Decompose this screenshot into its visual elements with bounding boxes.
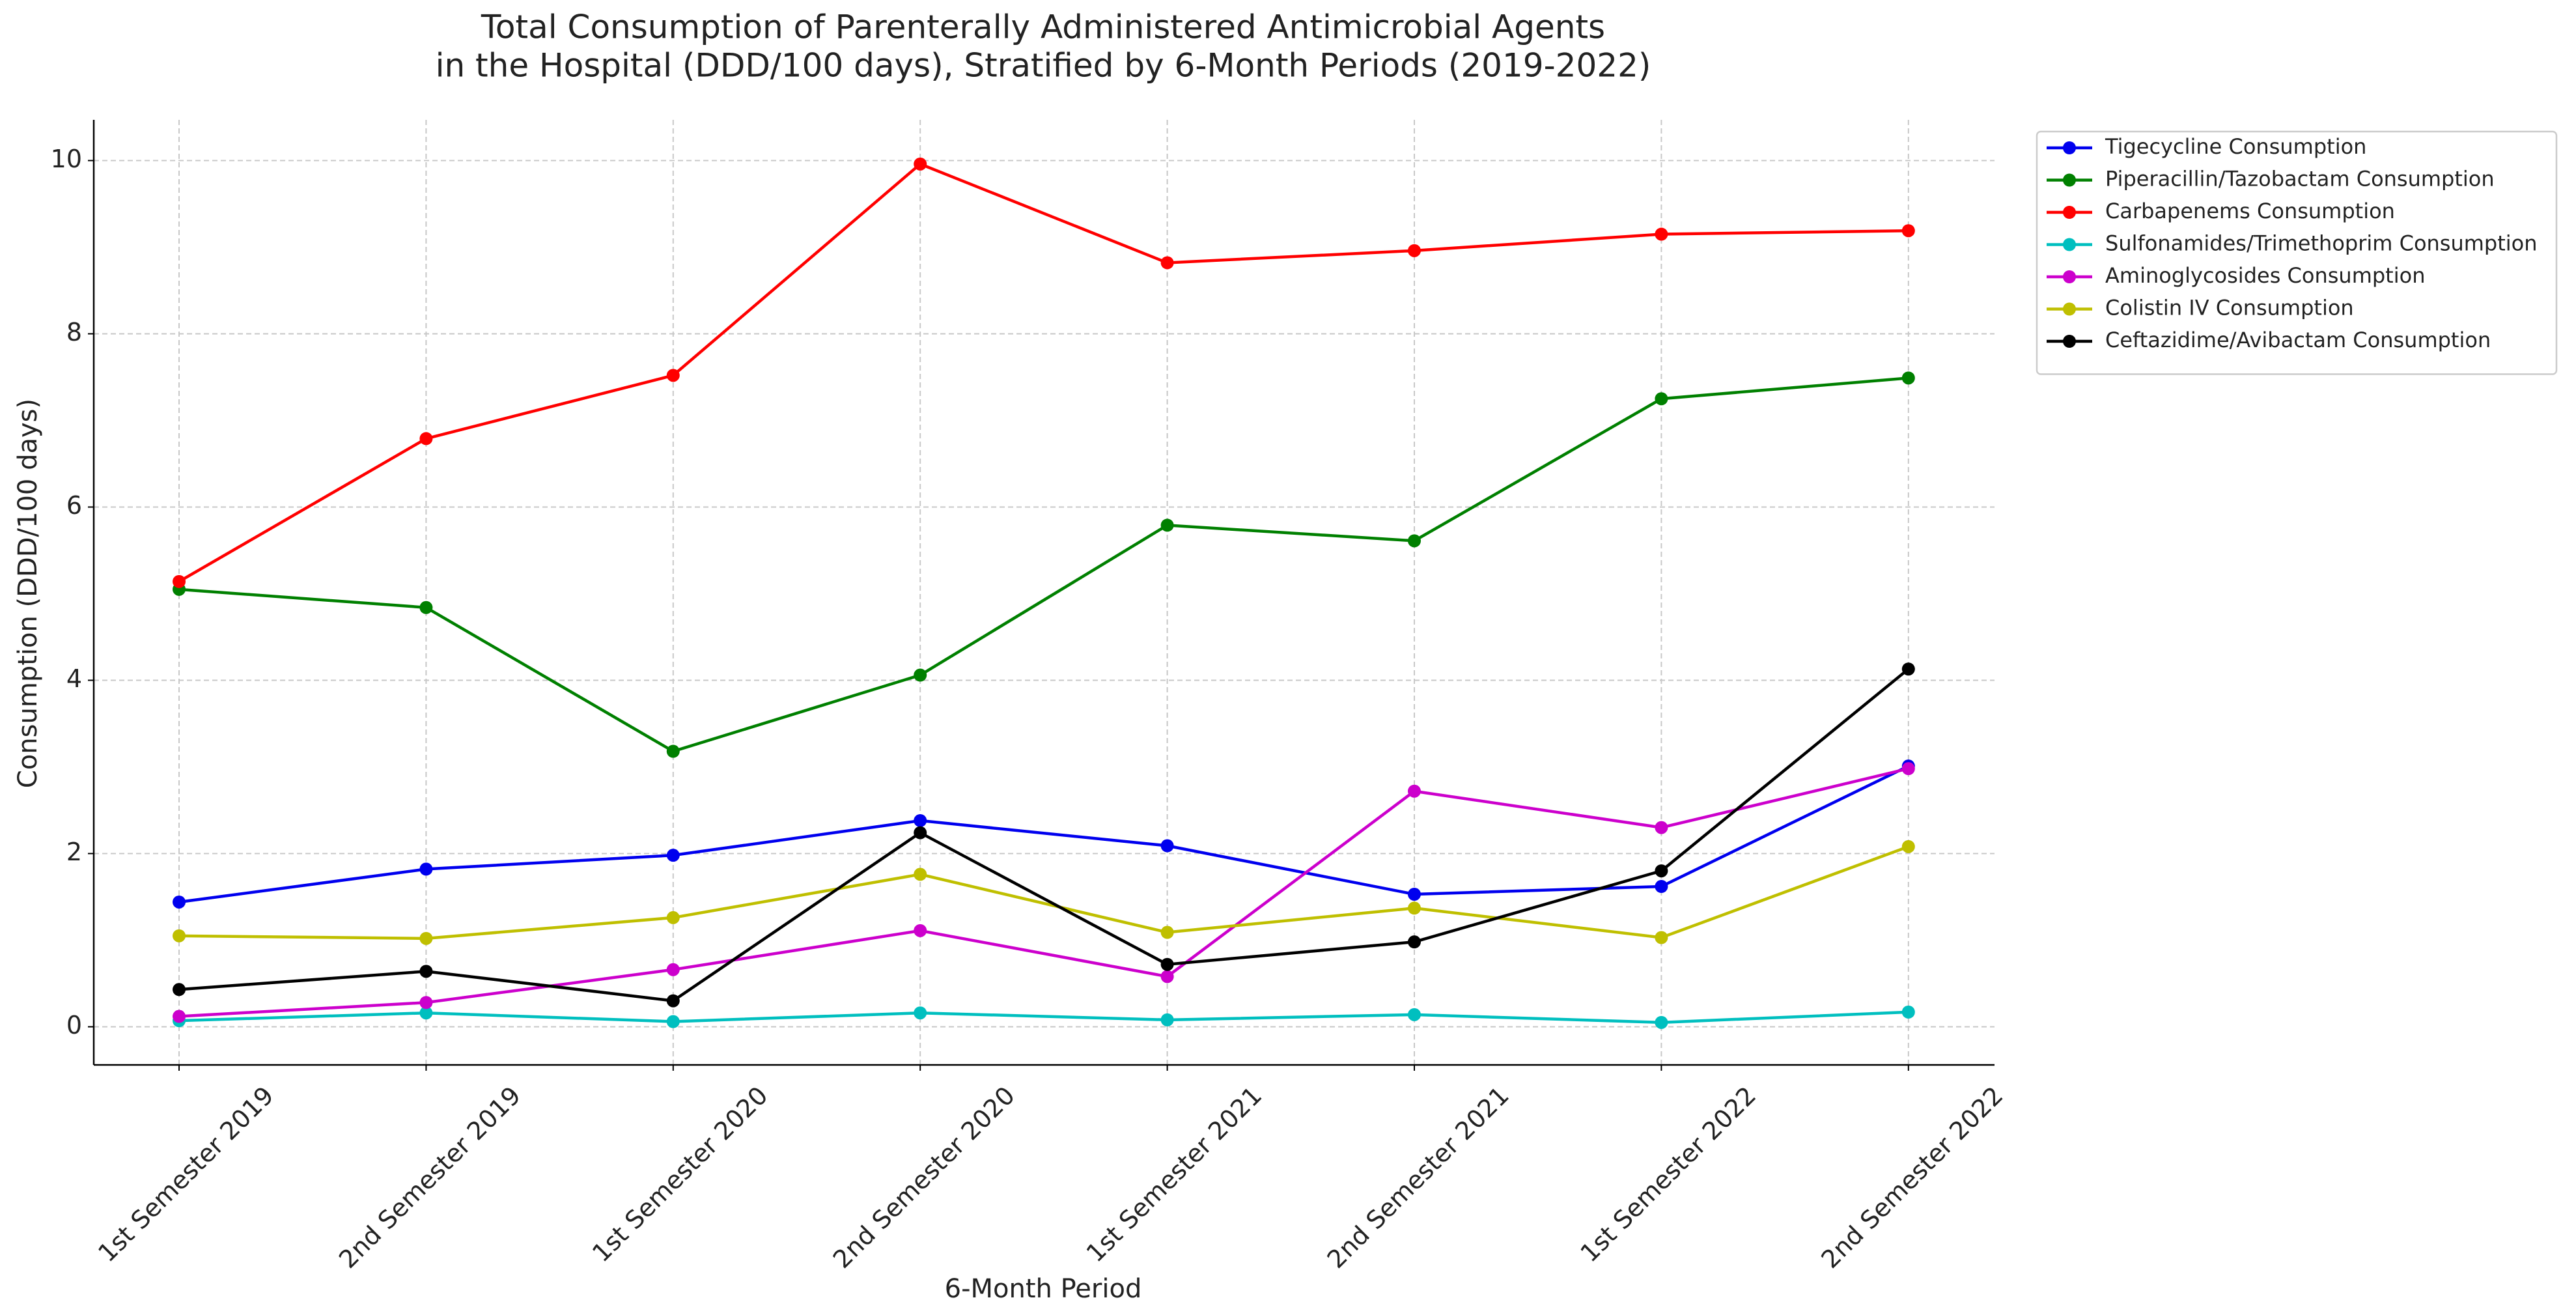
data-point [419,862,433,876]
x-tick-label: 2nd Semester 2020 [828,1081,1020,1274]
data-point [1408,901,1421,915]
data-point [666,1015,680,1028]
data-point [173,895,186,909]
data-point [1160,1013,1174,1026]
data-point [914,1006,927,1020]
y-axis-label: Consumption (DDD/100 days) [13,399,43,788]
legend-label: Tigecycline Consumption [2105,134,2366,159]
data-point [914,826,927,840]
chart-title: Total Consumption of Parenterally Admini… [481,8,1605,46]
legend-marker [2063,173,2076,187]
y-tick-label: 6 [66,491,82,520]
data-point [666,744,680,758]
x-tick-label: 2nd Semester 2021 [1322,1081,1515,1274]
data-point [914,157,927,171]
legend-label: Aminoglycosides Consumption [2105,263,2425,288]
data-point [666,963,680,976]
legend-marker [2063,335,2076,348]
data-point [173,929,186,942]
data-point [1901,224,1915,238]
data-point [419,601,433,614]
data-point [1901,840,1915,853]
data-point [1901,662,1915,676]
data-point [666,369,680,382]
legend-box [2036,130,2558,375]
data-point [666,911,680,924]
chart-title: in the Hospital (DDD/100 days), Stratifi… [436,47,1651,85]
data-point [1655,931,1668,944]
data-point [1160,957,1174,971]
legend-label: Colistin IV Consumption [2105,296,2354,320]
data-point [419,996,433,1010]
legend-marker [2063,238,2076,251]
data-point [1408,887,1421,901]
data-point [1160,839,1174,853]
data-point [173,983,186,997]
data-point [1408,244,1421,257]
data-point [1408,1008,1421,1021]
data-point [1655,1015,1668,1029]
data-point [173,1010,186,1023]
series-line [178,845,1909,940]
data-point [1655,392,1668,406]
legend-marker [2063,270,2076,283]
series-line [178,767,1909,1018]
data-point [1655,821,1668,834]
data-point [419,931,433,945]
data-point [419,965,433,978]
data-point [914,924,927,937]
data-point [1655,880,1668,894]
data-point [1655,864,1668,878]
data-point [419,432,433,445]
y-tick-label: 0 [66,1011,82,1039]
data-point [1655,227,1668,241]
y-tick-label: 2 [66,838,82,866]
data-point [1160,970,1174,983]
data-point [666,994,680,1008]
y-tick-label: 4 [66,664,82,693]
legend-label: Piperacillin/Tazobactam Consumption [2105,167,2495,191]
legend-marker [2063,302,2076,316]
legend-label: Carbapenems Consumption [2105,199,2395,223]
legend-label: Ceftazidime/Avibactam Consumption [2105,328,2491,352]
y-tick-label: 10 [51,145,82,173]
x-tick-label: 2nd Semester 2022 [1815,1081,2008,1274]
data-point [1160,518,1174,532]
data-point [666,849,680,862]
data-point [914,668,927,682]
x-tick-label: 1st Semester 2022 [1575,1081,1762,1268]
legend-marker [2063,141,2076,154]
series-line [178,376,1909,753]
legend-label: Sulfonamides/Trimethoprim Consumption [2105,231,2538,256]
legend-marker [2063,206,2076,219]
x-tick-label: 1st Semester 2019 [92,1081,279,1268]
data-point [1160,926,1174,939]
series-line [178,765,1909,904]
x-tick-label: 1st Semester 2021 [1081,1081,1268,1268]
data-point [1408,784,1421,798]
series-line [178,668,1910,1002]
data-point [1901,371,1915,385]
x-tick-label: 2nd Semester 2019 [333,1081,526,1274]
x-axis-label: 6-Month Period [945,1274,1142,1304]
series-line [178,1010,1909,1025]
series-line [178,162,1909,583]
data-point [173,574,186,588]
data-point [419,1006,433,1020]
data-point [914,868,927,881]
data-point [1408,935,1421,949]
data-point [1160,256,1174,270]
data-point [1408,534,1421,548]
data-point [1901,1005,1915,1019]
data-point [914,813,927,827]
x-tick-label: 1st Semester 2020 [587,1081,774,1268]
data-point [1901,762,1915,776]
y-tick-label: 8 [66,318,82,346]
